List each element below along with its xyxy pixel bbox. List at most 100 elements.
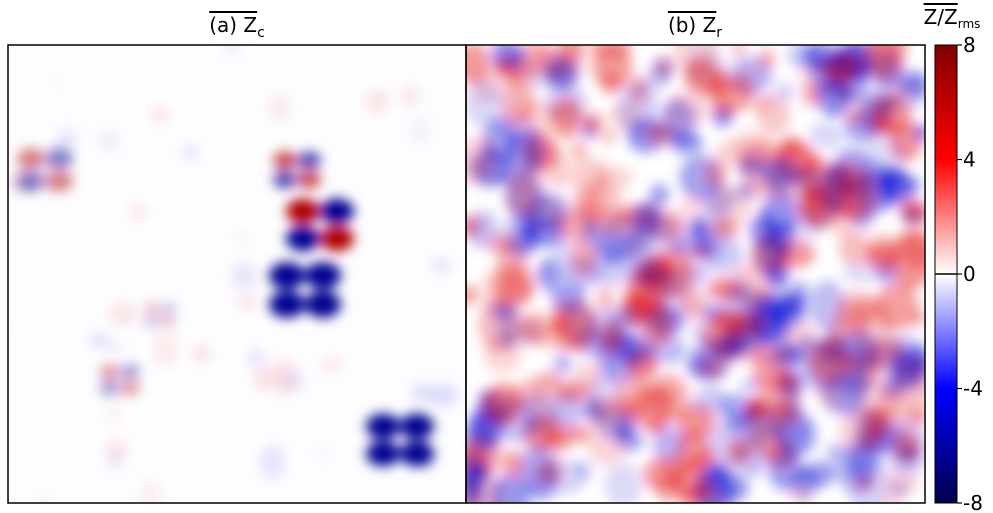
field-texture	[466, 45, 925, 503]
structure-lobe	[305, 262, 341, 290]
field-blob	[788, 280, 810, 307]
field-blob	[193, 343, 210, 364]
field-blob	[884, 406, 906, 428]
field-blob	[56, 133, 72, 150]
field-blob	[108, 339, 124, 355]
field-blob	[478, 270, 511, 313]
field-blob	[523, 393, 556, 436]
field-blob	[598, 127, 618, 146]
field-blob	[710, 218, 740, 239]
field-blob	[401, 85, 419, 107]
field-blob	[99, 129, 121, 152]
field-blob	[896, 443, 918, 465]
field-blob	[900, 208, 925, 225]
field-blob	[583, 112, 603, 134]
field-texture	[8, 45, 459, 503]
field-blob	[693, 262, 711, 278]
panel-b-title: (b) Zr	[668, 13, 722, 41]
field-blob	[466, 454, 491, 494]
field-blob	[569, 140, 588, 161]
field-blob	[495, 57, 515, 75]
colorbar-tick-label: -4	[963, 377, 983, 401]
field-blob	[690, 321, 708, 340]
field-blob	[864, 408, 891, 439]
field-blob	[730, 45, 748, 56]
field-blob	[431, 258, 452, 274]
field-blob	[874, 93, 911, 136]
field-blob	[629, 87, 648, 106]
field-blob	[845, 109, 864, 125]
field-blob	[573, 362, 602, 399]
field-blob	[768, 450, 804, 492]
field-blob	[675, 431, 711, 472]
structure-lobe	[269, 262, 305, 290]
field-blob	[690, 245, 710, 257]
field-blob	[466, 81, 506, 128]
structure-lobe	[45, 148, 73, 170]
field-blob	[575, 199, 601, 223]
field-blob	[319, 356, 345, 373]
structure-lobe	[286, 225, 320, 252]
structure-lobe	[160, 302, 176, 315]
field-blob	[835, 290, 879, 328]
field-blob	[366, 89, 390, 113]
structure-lobe	[273, 151, 297, 170]
field-blob	[825, 444, 843, 459]
field-blob	[530, 47, 571, 79]
colorbar-label: Z/Zrms	[924, 5, 981, 31]
field-blob	[890, 229, 925, 290]
field-blob	[37, 496, 51, 503]
field-blob	[728, 264, 771, 308]
title-sub: c	[257, 25, 265, 41]
panel-b-frame	[465, 44, 926, 504]
field-blob	[544, 153, 571, 189]
field-blob	[234, 233, 248, 243]
colorbar-tick-label: 0	[963, 262, 976, 286]
structure-lobe	[366, 440, 400, 467]
field-blob	[910, 308, 925, 328]
field-blob	[432, 383, 459, 408]
structure-lobe	[286, 198, 320, 225]
field-blob	[237, 292, 257, 312]
field-blob	[482, 383, 524, 425]
field-blob	[890, 483, 909, 495]
field-blob	[651, 58, 674, 81]
field-blob	[612, 230, 650, 259]
colorbar-tick-label: 8	[963, 33, 976, 57]
field-blob	[104, 402, 123, 428]
field-blob	[616, 428, 644, 452]
structure-lobe	[144, 302, 160, 315]
field-blob	[410, 382, 437, 405]
title-sub: r	[716, 25, 722, 41]
field-blob	[797, 183, 830, 224]
structure-lobe	[17, 148, 45, 170]
field-blob	[105, 439, 129, 459]
field-blob	[869, 341, 895, 372]
field-blob	[836, 444, 873, 495]
field-blob	[616, 332, 654, 365]
field-blob	[606, 102, 644, 130]
field-blob	[838, 370, 874, 394]
structure-lobe	[400, 413, 434, 440]
field-blob	[466, 285, 477, 305]
field-blob	[843, 260, 879, 284]
field-blob	[501, 80, 535, 127]
field-blob	[906, 408, 925, 425]
field-blob	[736, 70, 756, 94]
field-blob	[231, 261, 258, 292]
field-blob	[761, 158, 799, 192]
structure-lobe	[100, 364, 120, 380]
field-blob	[488, 473, 531, 503]
field-blob	[152, 331, 179, 368]
field-blob	[797, 334, 818, 351]
structure-lobe	[305, 290, 341, 318]
cb-label-sub: rms	[958, 17, 981, 31]
field-blob	[739, 310, 766, 336]
field-blob	[570, 157, 610, 194]
structure-lobe	[160, 315, 176, 328]
field-blob	[713, 140, 753, 168]
field-blob	[109, 301, 137, 326]
field-blob	[778, 341, 806, 365]
field-blob	[182, 145, 199, 160]
